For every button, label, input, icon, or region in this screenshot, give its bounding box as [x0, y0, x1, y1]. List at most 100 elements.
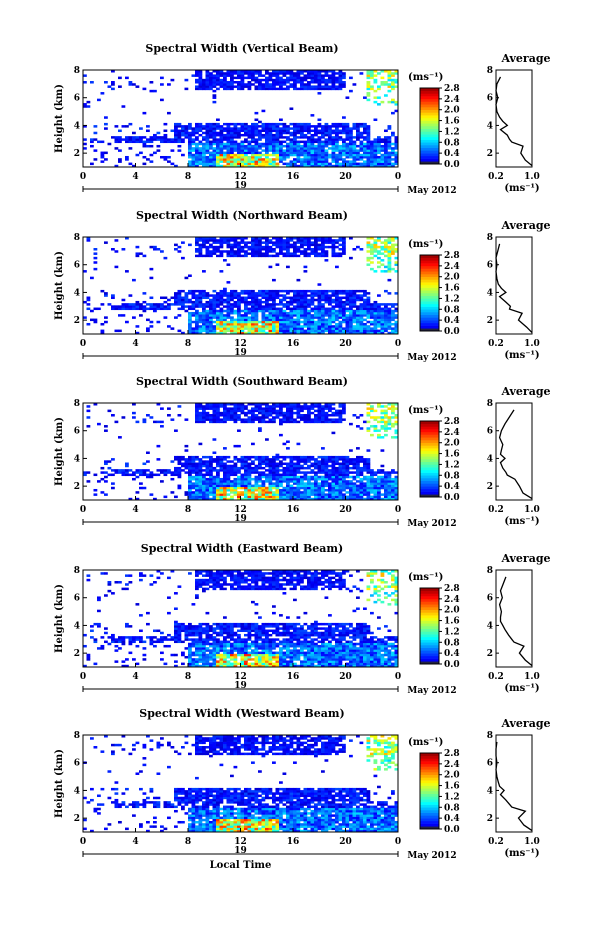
- heatmap-cell: [107, 303, 112, 306]
- heatmap-cell: [251, 320, 255, 324]
- heatmap-cell: [258, 87, 262, 91]
- heatmap-cell: [387, 418, 392, 421]
- heatmap-cell: [230, 331, 234, 335]
- heatmap-cell: [258, 164, 262, 168]
- heatmap-cell: [240, 248, 245, 251]
- heatmap-cell: [240, 241, 245, 244]
- heatmap-cell: [377, 331, 381, 335]
- heatmap-cell: [352, 144, 357, 148]
- heatmap-cell: [321, 292, 325, 295]
- heatmap-cell: [247, 296, 252, 300]
- heatmap-cell: [149, 153, 154, 157]
- heatmap-cell: [167, 471, 171, 474]
- heatmap-cell: [237, 164, 241, 168]
- heatmap-cell: [265, 245, 269, 249]
- heatmap-cell: [258, 497, 262, 501]
- heatmap-cell: [328, 314, 332, 317]
- heatmap-cell: [191, 158, 196, 161]
- heatmap-cell: [310, 70, 315, 73]
- heatmap-cell: [188, 486, 192, 490]
- colorbar-segment: [420, 104, 439, 108]
- heatmap-cell: [205, 316, 210, 319]
- heatmap-cell: [282, 158, 287, 161]
- heatmap-cell: [268, 87, 273, 91]
- heatmap-cell: [205, 407, 210, 410]
- heatmap-cell: [254, 87, 259, 91]
- heatmap-cell: [342, 147, 346, 150]
- heatmap-cell: [240, 493, 245, 496]
- heatmap-cell: [293, 405, 297, 408]
- heatmap-cell: [328, 81, 332, 84]
- heatmap-cell: [349, 144, 353, 148]
- heatmap-cell: [247, 488, 252, 492]
- x-tick-label: 12: [234, 339, 247, 349]
- heatmap-cell: [258, 72, 262, 75]
- heatmap-cell: [258, 407, 262, 410]
- heatmap-cell: [86, 239, 91, 242]
- heatmap-cell: [247, 473, 252, 477]
- heatmap-cell: [219, 414, 224, 417]
- heatmap-cell: [303, 403, 308, 406]
- heatmap-cell: [240, 460, 245, 463]
- heatmap-cell: [107, 142, 112, 146]
- heatmap-cell: [156, 305, 161, 308]
- heatmap-cell: [181, 138, 185, 141]
- heatmap-cell: [279, 480, 283, 483]
- heatmap-cell: [240, 298, 245, 302]
- heatmap-cell: [219, 491, 224, 494]
- heatmap-cell: [191, 475, 196, 479]
- heatmap-cell: [345, 458, 350, 461]
- x-tick-label: 20: [339, 505, 352, 515]
- heatmap-cell: [265, 488, 269, 492]
- heatmap-cell: [265, 475, 269, 479]
- heatmap-cell: [370, 320, 374, 324]
- heatmap-cell: [296, 411, 301, 415]
- heatmap-cell: [202, 136, 206, 139]
- heatmap-cell: [202, 327, 206, 330]
- heatmap-cell: [223, 418, 227, 421]
- heatmap-cell: [300, 243, 304, 247]
- heatmap-cell: [300, 303, 304, 306]
- heatmap-cell: [363, 131, 367, 135]
- heatmap-cell: [247, 311, 252, 315]
- heatmap-cell: [223, 491, 227, 494]
- heatmap-cell: [366, 484, 371, 488]
- heatmap-cell: [321, 136, 325, 139]
- heatmap-cell: [394, 407, 399, 410]
- heatmap-cell: [272, 129, 276, 133]
- heatmap-cell: [258, 245, 262, 249]
- heatmap-cell: [335, 138, 339, 141]
- heatmap-cell: [359, 158, 364, 161]
- heatmap-cell: [118, 85, 122, 88]
- heatmap-cell: [198, 314, 203, 317]
- heatmap-cell: [149, 307, 154, 311]
- heatmap-cell: [233, 420, 238, 424]
- heatmap-cell: [254, 144, 259, 148]
- heatmap-cell: [237, 133, 241, 137]
- heatmap-cell: [219, 133, 224, 137]
- heatmap-cell: [265, 409, 269, 413]
- heatmap-cell: [331, 331, 336, 335]
- heatmap-cell: [356, 495, 360, 499]
- heatmap-cell: [104, 475, 108, 479]
- heatmap-cell: [303, 125, 308, 128]
- heatmap-cell: [345, 307, 350, 311]
- heatmap-cell: [254, 248, 259, 251]
- heatmap-cell: [181, 133, 185, 137]
- heatmap-cell: [391, 248, 395, 251]
- heatmap-cell: [324, 87, 329, 91]
- heatmap-cell: [261, 129, 266, 133]
- profile-x-axis-label: (ms⁻¹): [504, 183, 539, 194]
- heatmap-cell: [384, 411, 388, 415]
- colorbar-tick-label: 0.0: [444, 327, 460, 337]
- heatmap-cell: [380, 484, 385, 488]
- heatmap-cell: [230, 142, 234, 146]
- heatmap-cell: [384, 316, 388, 319]
- profile-x-tick-label: 0.2: [488, 339, 504, 349]
- heatmap-cell: [338, 495, 343, 499]
- heatmap-cell: [366, 129, 371, 133]
- heatmap-cell: [335, 329, 339, 333]
- heatmap-cell: [384, 129, 388, 133]
- heatmap-cell: [244, 155, 248, 159]
- heatmap-cell: [258, 411, 262, 415]
